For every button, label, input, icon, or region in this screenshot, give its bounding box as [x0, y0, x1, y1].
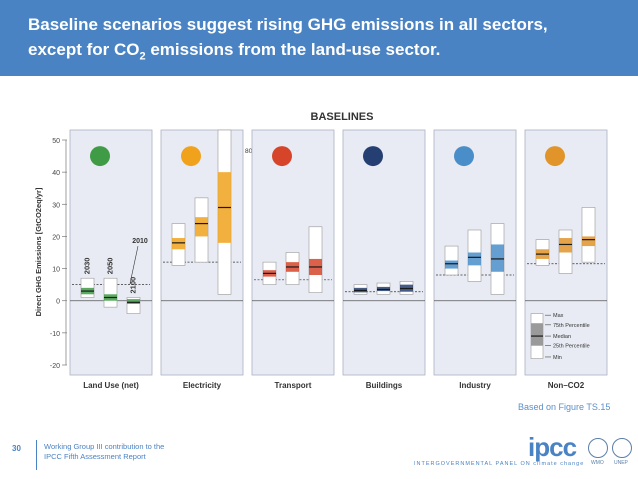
wmo-label: WMO [591, 460, 604, 466]
y-tick-label: 50 [52, 138, 60, 145]
year-label: 2100 [129, 277, 138, 294]
title-line-2-pre: except for CO [28, 40, 140, 59]
slide-title: Baseline scenarios suggest rising GHG em… [28, 12, 628, 69]
box-range [581, 207, 596, 263]
y-tick-label: -10 [50, 331, 60, 338]
title-banner: Baseline scenarios suggest rising GHG em… [0, 0, 638, 76]
title-line-2: except for CO2 emissions from the land-u… [28, 37, 628, 69]
factory-icon [454, 146, 474, 167]
legend-label: Median [553, 334, 571, 340]
legend: Max 75th Percentile Median 25th Percentile M… [530, 313, 590, 361]
ref-2010-label: 2010 [132, 238, 148, 245]
no-co2-icon [545, 146, 565, 167]
box-iqr [195, 217, 208, 237]
sector-panel-bg [69, 129, 153, 376]
sector-label: Electricity [183, 381, 222, 390]
title-line-1: Baseline scenarios suggest rising GHG em… [28, 15, 548, 34]
legend-iqr [531, 323, 543, 346]
ipcc-logo-subtitle: INTERGOVERNMENTAL PANEL ON climate chang… [414, 461, 585, 467]
y-tick-label: 20 [52, 234, 60, 241]
sector-label: Non–CO2 [548, 381, 585, 390]
title-line-2-post: emissions from the land-use sector. [145, 40, 441, 59]
house-icon [363, 146, 383, 167]
legend-label: 25th Percentile [553, 344, 590, 350]
sector-panel: Industry [433, 129, 517, 390]
source-note: Based on Figure TS.15 [518, 402, 611, 412]
year-label: 2050 [106, 258, 115, 275]
box-range [103, 277, 118, 308]
box-iqr [127, 299, 140, 304]
footer-line-1: Working Group III contribution to the [44, 442, 165, 451]
lightning-icon [181, 146, 201, 167]
y-tick-label: 0 [56, 299, 60, 306]
year-label: 2030 [83, 258, 92, 275]
ipcc-logo: ipcc [528, 432, 577, 462]
title-line-2-sub: 2 [139, 50, 146, 63]
y-tick-label: 40 [52, 170, 60, 177]
box-iqr [491, 244, 504, 272]
wmo-logo-icon [588, 438, 608, 458]
footer-line-2: IPCC Fifth Assessment Report [44, 452, 146, 461]
sector-panel-bg [342, 129, 426, 376]
page-number: 30 [12, 444, 21, 453]
box-iqr [445, 260, 458, 269]
unep-logo-icon [612, 438, 632, 458]
sector-label: Transport [275, 381, 312, 390]
legend-label: Max [553, 313, 564, 319]
box-iqr [468, 252, 481, 266]
unep-label: UNEP [614, 460, 628, 466]
footer-text: Working Group III contribution to the IP… [44, 442, 164, 462]
y-tick-label: -20 [50, 363, 60, 370]
sector-label: Industry [459, 381, 491, 390]
box-iqr [172, 238, 185, 250]
sector-panel: Buildings [342, 129, 426, 390]
ref-2010-pointer [129, 246, 139, 284]
box-iqr [582, 236, 595, 247]
box-iqr [559, 238, 572, 253]
chart-title: BASELINES [311, 111, 374, 123]
footer-divider [36, 440, 37, 470]
sector-panel: Land Use (net) 2030 2050 2100 2010 [69, 129, 153, 390]
y-tick-label: 30 [52, 202, 60, 209]
leaf-icon [90, 146, 110, 167]
sector-label: Buildings [366, 381, 403, 390]
legend-label: 75th Percentile [553, 323, 590, 329]
sector-label: Land Use (net) [83, 381, 139, 390]
y-axis-label: Direct GHG Emissions [GtCO2eq/yr] [34, 187, 43, 316]
y-tick-label: 10 [52, 267, 60, 274]
legend-label: Min [553, 355, 562, 361]
sector-panel: Transport [251, 129, 335, 390]
truck-icon [272, 146, 292, 167]
